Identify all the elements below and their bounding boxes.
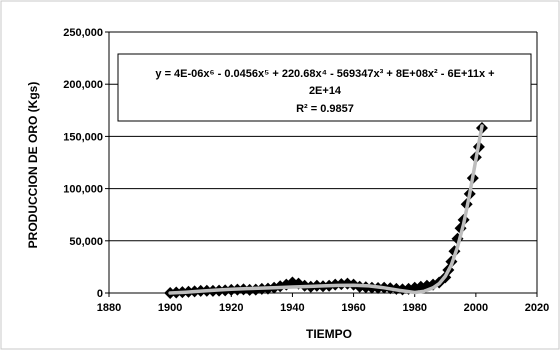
x-tick-label: 1940: [280, 302, 304, 314]
trendline-equation-box: y = 4E-06x⁶ - 0.0456x⁵ + 220.68x⁴ - 5693…: [117, 53, 532, 122]
y-tick-label: 150,000: [63, 131, 103, 143]
x-tick-label: 1880: [97, 302, 121, 314]
equation-line-1: y = 4E-06x⁶ - 0.0456x⁵ + 220.68x⁴ - 5693…: [155, 68, 494, 80]
trendline: [168, 124, 484, 295]
x-axis-title: TIEMPO: [306, 327, 352, 341]
trendline-layer: [168, 124, 484, 295]
y-axis-title: PRODUCCION DE ORO (Kgs): [26, 82, 40, 249]
y-tick-label: 0: [97, 288, 103, 300]
y-tick-label: 50,000: [69, 236, 103, 248]
x-tick-label: 1900: [158, 302, 182, 314]
equation-box-frame: [117, 53, 532, 122]
x-tick-label: 1980: [402, 302, 426, 314]
x-tick-label: 1960: [341, 302, 365, 314]
x-tick-label: 2020: [525, 302, 549, 314]
r-squared-label: R² = 0.9857: [296, 103, 354, 115]
gridlines: [109, 31, 537, 242]
x-tick-label: 2000: [464, 302, 488, 314]
tick-labels: 0 50,000 100,000 150,000 200,000 250,000 1880 1…: [63, 27, 549, 314]
y-tick-label: 100,000: [63, 184, 103, 196]
x-tick-label: 1920: [219, 302, 243, 314]
y-tick-label: 250,000: [63, 27, 103, 39]
equation-line-2: 2E+14: [309, 85, 342, 97]
y-tick-label: 200,000: [63, 79, 103, 91]
